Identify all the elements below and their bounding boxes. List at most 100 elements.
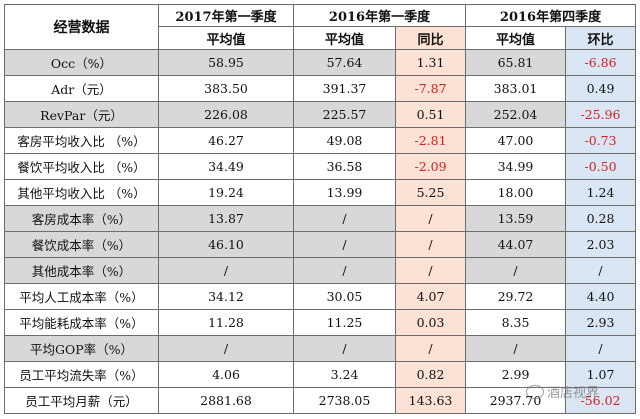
header-group-2016q4: 2016年第四季度	[465, 4, 636, 27]
row-label: RevPar（元）	[4, 101, 159, 128]
cell-qoq: 1.24	[565, 179, 636, 206]
cell-2017q1-avg: 46.27	[158, 127, 294, 154]
header-group-2017q1: 2017年第一季度	[158, 4, 294, 27]
cell-2016q4-avg: /	[465, 257, 566, 284]
row-label: 餐饮平均收入比 （%）	[4, 153, 159, 180]
cell-yoy: /	[395, 231, 466, 258]
cell-2016q4-avg: 65.81	[465, 49, 566, 76]
cell-2017q1-avg: 13.87	[158, 205, 294, 232]
cell-yoy: -2.81	[395, 127, 466, 154]
table-row: Adr（元） 383.50 391.37 -7.87 383.01 0.49	[4, 75, 636, 102]
hotel-operating-data-table: 经营数据 2017年第一季度 2016年第一季度 2016年第四季度 平均值 平…	[4, 4, 636, 414]
cell-2016q1-avg: /	[293, 257, 396, 284]
cell-qoq: 2.93	[565, 309, 636, 336]
cell-2016q1-avg: 13.99	[293, 179, 396, 206]
cell-qoq: /	[565, 257, 636, 284]
cell-yoy: -2.09	[395, 153, 466, 180]
cell-2016q4-avg: 29.72	[465, 283, 566, 310]
cell-2016q1-avg: 11.25	[293, 309, 396, 336]
table-row: 餐饮成本率（%） 46.10//44.07 2.03	[4, 231, 636, 258]
cell-2016q1-avg: 36.58	[293, 153, 396, 180]
table-row: Occ（%） 58.95 57.64 1.31 65.81 -6.86	[4, 49, 636, 76]
header-row-groups: 经营数据 2017年第一季度 2016年第一季度 2016年第四季度	[4, 4, 636, 50]
table-row: 员工平均月薪（元） 2881.68 2738.05 143.63 2937.70 -56.…	[4, 387, 636, 414]
cell-yoy: 0.51	[395, 101, 466, 128]
cell-2016q1-avg: /	[293, 205, 396, 232]
cell-2016q1-avg: 225.57	[293, 101, 396, 128]
cell-yoy: /	[395, 205, 466, 232]
cell-2017q1-avg: 11.28	[158, 309, 294, 336]
cell-2017q1-avg: 58.95	[158, 49, 294, 76]
row-label: Occ（%）	[4, 49, 159, 76]
cell-2016q1-avg: 57.64	[293, 49, 396, 76]
row-label: 其他成本率（%）	[4, 257, 159, 284]
cell-2017q1-avg: /	[158, 257, 294, 284]
cell-yoy: 143.63	[395, 387, 466, 414]
header-group-2016q1: 2016年第一季度	[293, 4, 466, 27]
cell-2017q1-avg: 19.24	[158, 179, 294, 206]
cell-qoq: 0.28	[565, 205, 636, 232]
cell-2016q1-avg: 3.24	[293, 361, 396, 388]
cell-2016q4-avg: 8.35	[465, 309, 566, 336]
cell-2016q4-avg: /	[465, 335, 566, 362]
row-label: 平均能耗成本率（%）	[4, 309, 159, 336]
cell-2017q1-avg: 34.12	[158, 283, 294, 310]
cell-2016q1-avg: 30.05	[293, 283, 396, 310]
header-kpi: 经营数据	[4, 4, 159, 50]
cell-2017q1-avg: 383.50	[158, 75, 294, 102]
row-label: 员工平均月薪（元）	[4, 387, 159, 414]
cell-yoy: /	[395, 335, 466, 362]
cell-2017q1-avg: /	[158, 335, 294, 362]
cell-2016q4-avg: 34.99	[465, 153, 566, 180]
cell-2016q4-avg: 44.07	[465, 231, 566, 258]
cell-2016q1-avg: /	[293, 231, 396, 258]
cell-qoq: 0.49	[565, 75, 636, 102]
header-sub-qoq: 环比	[565, 26, 636, 50]
cell-2017q1-avg: 226.08	[158, 101, 294, 128]
cell-yoy: /	[395, 257, 466, 284]
row-label: 平均人工成本率（%）	[4, 283, 159, 310]
cell-2016q4-avg: 2937.70	[465, 387, 566, 414]
header-sub-yoy: 同比	[395, 26, 466, 50]
row-label: 其他平均收入比 （%）	[4, 179, 159, 206]
cell-qoq: -25.96	[565, 101, 636, 128]
cell-yoy: 1.31	[395, 49, 466, 76]
row-label: 客房成本率（%）	[4, 205, 159, 232]
cell-2016q4-avg: 18.00	[465, 179, 566, 206]
row-label: 客房平均收入比 （%）	[4, 127, 159, 154]
cell-2016q4-avg: 13.59	[465, 205, 566, 232]
header-sub-avg-2016q4: 平均值	[465, 26, 566, 50]
cell-yoy: 4.07	[395, 283, 466, 310]
cell-qoq: -6.86	[565, 49, 636, 76]
cell-2016q1-avg: /	[293, 335, 396, 362]
cell-yoy: 0.82	[395, 361, 466, 388]
row-label: 平均GOP率（%）	[4, 335, 159, 362]
header-sub-avg-2017q1: 平均值	[158, 26, 294, 50]
table-row: 客房成本率（%） 13.87//13.59 0.28	[4, 205, 636, 232]
cell-yoy: -7.87	[395, 75, 466, 102]
cell-2016q4-avg: 47.00	[465, 127, 566, 154]
cell-qoq: 2.03	[565, 231, 636, 258]
header-row-sub: 平均值 平均值 同比 平均值 环比	[5, 26, 636, 50]
cell-yoy: 5.25	[395, 179, 466, 206]
table-row: 平均能耗成本率（%） 11.28 11.25 0.03 8.35 2.93	[4, 309, 636, 336]
table-row: 其他成本率（%） / / / / /	[4, 257, 636, 284]
cell-2016q1-avg: 391.37	[293, 75, 396, 102]
cell-qoq: 4.40	[565, 283, 636, 310]
cell-qoq: -56.02	[565, 387, 636, 414]
header-sub-avg-2016q1: 平均值	[293, 26, 396, 50]
cell-2016q4-avg: 2.99	[465, 361, 566, 388]
table-row: RevPar（元） 226.08 225.57 0.51 252.04 -25.96	[4, 101, 636, 128]
cell-2016q4-avg: 252.04	[465, 101, 566, 128]
cell-2017q1-avg: 4.06	[158, 361, 294, 388]
cell-2017q1-avg: 46.10	[158, 231, 294, 258]
cell-qoq: 1.07	[565, 361, 636, 388]
row-label: 员工平均流失率（%）	[4, 361, 159, 388]
cell-qoq: -0.50	[565, 153, 636, 180]
cell-yoy: 0.03	[395, 309, 466, 336]
row-label: 餐饮成本率（%）	[4, 231, 159, 258]
table-row: 其他平均收入比 （%） 19.24 13.99 5.25 18.00 1.24	[4, 179, 636, 206]
table-container: 经营数据 2017年第一季度 2016年第一季度 2016年第四季度 平均值 平…	[4, 4, 636, 414]
table-row: 客房平均收入比 （%） 46.27 49.08 -2.81 47.00 -0.73	[4, 127, 636, 154]
cell-2016q1-avg: 2738.05	[293, 387, 396, 414]
